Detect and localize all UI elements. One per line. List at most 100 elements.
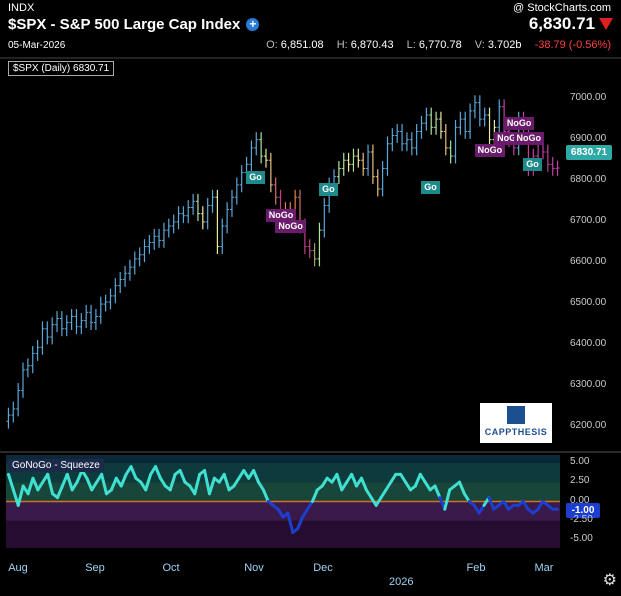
oscillator-segment — [536, 500, 545, 511]
volume-value: 3.702b — [487, 39, 522, 51]
nogo-signal-label: NoGo — [474, 143, 506, 157]
price-axis-tick: 6800.00 — [570, 173, 607, 185]
price-axis-tick: 6200.00 — [570, 420, 607, 432]
low-value: 6,770.78 — [418, 39, 462, 51]
oscillator-segment — [70, 480, 79, 492]
cappthesis-logo: CAPPTHESIS — [480, 403, 552, 443]
oscillator-segment — [301, 507, 310, 519]
nogo-signal-label: NoGo — [503, 117, 535, 131]
oscillator-segment — [364, 488, 373, 500]
oscillator-segment — [462, 492, 471, 503]
oscillator-segment — [109, 476, 118, 492]
oscillator-segment — [320, 476, 329, 488]
oscillator-segment — [521, 500, 530, 511]
oscillator-segment — [296, 515, 305, 531]
down-triangle-icon — [599, 18, 613, 30]
oscillator-segment — [85, 476, 94, 492]
logo-text: CAPPTHESIS — [484, 427, 548, 437]
price-axis-tick: 6600.00 — [570, 256, 607, 267]
oscillator-segment — [389, 472, 398, 484]
date-axis-tick: Nov — [244, 562, 264, 574]
oscillator-segment — [404, 480, 412, 492]
indicator-legend: GoNoGo - Squeeze — [8, 459, 104, 472]
indicator-axis-tick: 0.00 — [570, 494, 590, 506]
oscillator-segment — [252, 469, 260, 484]
go-signal-label: Go — [421, 180, 440, 194]
indicator-axis-tick: -2.50 — [570, 513, 593, 525]
oscillator-segment — [129, 465, 138, 480]
oscillator-segment — [359, 476, 368, 492]
oscillator-segment — [443, 488, 452, 511]
logo-chart-icon — [507, 406, 525, 424]
indicator-zone — [6, 455, 560, 463]
oscillator-segment — [433, 484, 442, 500]
oscillator-segment — [399, 472, 408, 484]
oscillator-segment — [203, 469, 211, 496]
current-indicator-flag: -1.00 — [566, 503, 600, 518]
date-axis-tick: Feb — [466, 562, 486, 574]
price-axis-tick: 6400.00 — [570, 338, 607, 350]
oscillator-segment — [423, 480, 432, 492]
oscillator-segment — [144, 472, 153, 492]
change-value: -38.79 (-0.56%) — [534, 39, 611, 51]
oscillator-segment — [36, 480, 45, 492]
oscillator-segment — [119, 472, 128, 488]
oscillator-segment — [502, 500, 511, 511]
price-axis-tick: 7000.00 — [570, 91, 607, 103]
stockcharts-brand[interactable]: @ StockCharts.com — [513, 2, 611, 14]
open-value: 6,851.08 — [280, 39, 324, 51]
price-axis-tick: 6500.00 — [570, 297, 607, 309]
price-axis-tick: 6900.00 — [570, 132, 607, 144]
indicator-axis-tick: 2.50 — [570, 475, 590, 487]
oscillator-segment — [374, 496, 383, 507]
oscillator-segment — [261, 488, 270, 503]
indicator-zone — [6, 501, 560, 521]
gear-icon[interactable]: ⚙ — [602, 572, 617, 589]
nogo-signal-label: NoGo — [265, 208, 297, 222]
current-price-flag: 6830.71 — [566, 145, 612, 160]
oscillator-segment — [413, 472, 422, 488]
open-label: O: — [266, 39, 278, 51]
oscillator-segment — [379, 488, 388, 500]
oscillator-segment — [340, 480, 349, 492]
oscillator-segment — [286, 511, 295, 534]
oscillator-segment — [306, 500, 314, 511]
oscillator-segment — [168, 472, 177, 492]
nogo-signal-label: NoGo — [275, 220, 306, 233]
oscillator-segment — [16, 484, 25, 507]
high-label: H: — [336, 39, 348, 51]
date-axis-tick: Aug — [8, 562, 28, 574]
exchange-label: INDX — [8, 2, 35, 14]
go-signal-label: Go — [319, 183, 338, 196]
oscillator-segment — [31, 476, 40, 492]
oscillator-segment — [384, 480, 393, 492]
oscillator-segment — [154, 465, 162, 480]
indicator-zone — [6, 520, 560, 548]
quote-date: 05-Mar-2026 — [8, 40, 66, 51]
oscillator-segment — [487, 496, 496, 511]
main-legend: $SPX (Daily) 6830.71 — [8, 61, 115, 76]
date-axis-tick: Oct — [162, 562, 180, 574]
oscillator-segment — [256, 480, 265, 492]
add-plus-icon[interactable]: + — [246, 18, 260, 31]
oscillator-segment — [158, 476, 167, 488]
oscillator-segment — [193, 472, 202, 496]
oscillator-segment — [310, 488, 319, 503]
date-axis-tick: Dec — [313, 562, 333, 574]
oscillator-segment — [477, 503, 486, 515]
volume-label: V: — [474, 39, 485, 51]
price-axis-tick: 6300.00 — [570, 379, 607, 391]
ohlc-bar: O: 6,851.08 H: 6,870.43 L: 6,770.78 V: 3… — [266, 39, 611, 51]
indicator-axis-tick: 5.00 — [570, 455, 590, 467]
oscillator-segment — [418, 472, 427, 484]
price-axis-tick: 6700.00 — [570, 214, 607, 226]
indicator-axis-tick: -5.00 — [570, 533, 593, 545]
oscillator-segment — [75, 469, 84, 484]
oscillator-segment — [90, 480, 99, 492]
oscillator-segment — [65, 472, 74, 492]
oscillator-segment — [207, 476, 216, 496]
oscillator-segment — [26, 476, 35, 496]
date-axis-tick: Sep — [85, 562, 105, 574]
oscillator-segment — [55, 484, 64, 500]
